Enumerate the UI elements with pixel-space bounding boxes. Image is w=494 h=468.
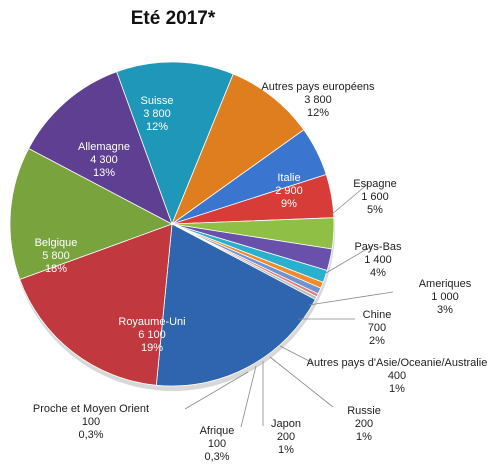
leader-ameriques [308, 291, 394, 306]
label-japon: Japon [271, 418, 301, 430]
value-japon: 200 [277, 431, 295, 443]
value-royaume-uni: 6 100 [138, 329, 166, 341]
label-royaume-uni: Royaume-Uni [118, 316, 185, 328]
value-proche-et-moyen-orient: 100 [82, 416, 100, 428]
value-allemagne: 4 300 [90, 154, 118, 166]
label-espagne: Espagne [353, 178, 396, 190]
slice-autres-pays-europeens[interactable] [116, 61, 234, 226]
percent-proche-et-moyen-orient: 0,3% [78, 429, 103, 441]
percent-afrique: 0,3% [204, 451, 229, 463]
percent-allemagne: 13% [93, 167, 115, 179]
percent-chine: 2% [369, 335, 385, 347]
value-autres-pays-d-asie-oceanie-australie: 400 [388, 370, 406, 382]
value-italie: 2 900 [275, 185, 303, 197]
percent-russie: 1% [356, 431, 372, 443]
label-belgique: Belgique [35, 237, 78, 249]
percent-espagne: 5% [367, 204, 383, 216]
slice-suisse[interactable] [28, 71, 173, 225]
leader-autres-pays-d-asie-oceanie-australie [279, 345, 314, 364]
leader-proche-et-moyen-orient [184, 371, 249, 410]
label-afrique: Afrique [200, 425, 235, 437]
percent-pays-bas: 4% [370, 267, 386, 279]
value-russie: 200 [355, 418, 373, 430]
value-belgique: 5 800 [42, 250, 70, 262]
percent-italie: 9% [281, 198, 297, 210]
percent-belgique: 18% [45, 263, 67, 275]
label-autres-pays-europeens: Autres pays européens [261, 81, 375, 93]
label-italie: Italie [277, 172, 300, 184]
value-pays-bas: 1 400 [364, 254, 392, 266]
value-chine: 700 [368, 322, 386, 334]
label-pays-bas: Pays-Bas [354, 241, 402, 253]
value-suisse: 3 800 [143, 108, 171, 120]
percent-ameriques: 3% [437, 304, 453, 316]
label-ameriques: Ameriques [419, 278, 472, 290]
value-autres-pays-europeens: 3 800 [304, 94, 332, 106]
label-autres-pays-d-asie-oceanie-australie: Autres pays d'Asie/Oceanie/Australie [307, 357, 488, 369]
label-russie: Russie [347, 405, 381, 417]
slice-belgique[interactable] [19, 223, 173, 386]
percent-suisse: 12% [146, 121, 168, 133]
percent-japon: 1% [278, 444, 294, 456]
label-suisse: Suisse [140, 95, 173, 107]
leader-afrique [240, 365, 257, 428]
leader-russie [269, 356, 334, 408]
percent-autres-pays-europeens: 12% [307, 107, 329, 119]
value-ameriques: 1 000 [431, 291, 459, 303]
leader-pays-bas [325, 245, 373, 274]
percent-royaume-uni: 19% [141, 342, 163, 354]
slice-allemagne[interactable] [9, 147, 173, 280]
leader-espagne [330, 182, 370, 216]
value-espagne: 1 600 [361, 191, 389, 203]
slice-royaume-uni[interactable] [155, 223, 316, 387]
chart-title: Eté 2017* [130, 8, 216, 29]
value-afrique: 100 [208, 438, 226, 450]
slice-italie[interactable] [171, 73, 305, 226]
percent-autres-pays-d-asie-oceanie-australie: 1% [389, 383, 405, 395]
label-allemagne: Allemagne [78, 141, 130, 153]
label-proche-et-moyen-orient: Proche et Moyen Orient [33, 403, 149, 415]
label-chine: Chine [363, 309, 392, 321]
